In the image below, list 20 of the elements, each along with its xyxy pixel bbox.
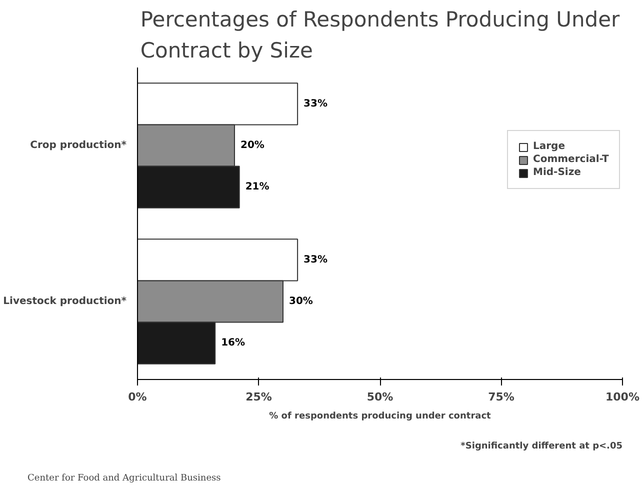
x-tick-label: 75% — [488, 390, 514, 404]
y-tick-label: Livestock production* — [3, 296, 128, 307]
x-tick-label: 25% — [246, 390, 272, 404]
y-tick-label: Crop production* — [30, 140, 128, 151]
x-tick-label: 50% — [366, 390, 394, 404]
data-label: 33% — [304, 254, 328, 266]
data-label: 16% — [221, 338, 246, 349]
x-tick-label: 100% — [606, 390, 640, 404]
data-label: 30% — [289, 296, 313, 307]
x-tick-label: 0% — [128, 390, 147, 404]
data-label: 20% — [240, 140, 264, 151]
data-label: 21% — [245, 182, 270, 193]
legend-label: Large — [533, 141, 565, 152]
data-label: 33% — [304, 98, 328, 110]
legend-label: Mid-Size — [533, 167, 581, 178]
legend-label: Commercial-T — [533, 154, 609, 165]
text: *Significantly different at p<.05 — [460, 442, 623, 452]
chart-title: Percentages of Respondents Producing Under Contract by Size — [140, 7, 620, 62]
x-axis-title: % of respondents producing under contract — [269, 412, 492, 422]
text: Center for Food and Agricultural Business — [28, 474, 222, 484]
